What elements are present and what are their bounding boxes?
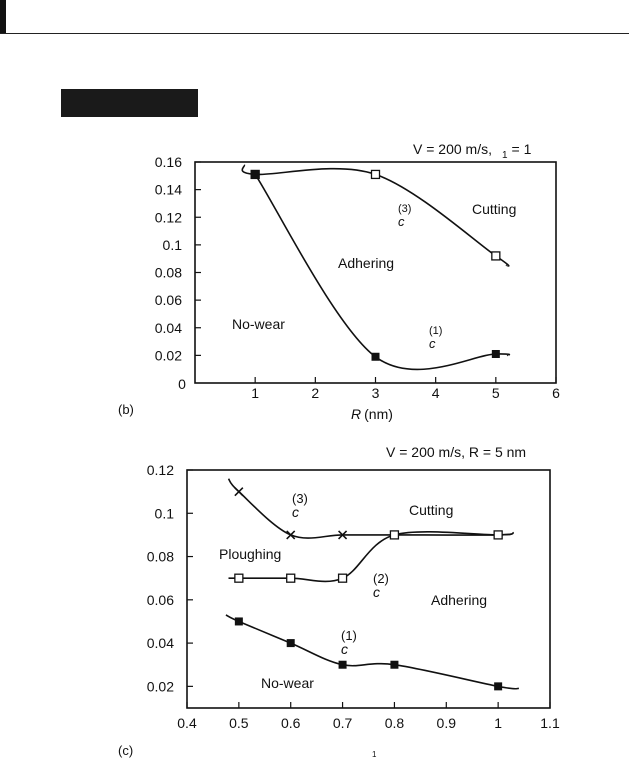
chart-b-region-cutting: Cutting — [472, 201, 516, 217]
redacted-box — [61, 89, 198, 117]
chart-c-data-point — [337, 573, 348, 583]
chart-b-ytick-label: 0.12 — [155, 209, 182, 225]
chart-c-ytick-label: 0.1 — [155, 505, 175, 521]
chart-b-region-nowear: No-wear — [232, 316, 285, 332]
chart-c-region-adhering: Adhering — [431, 592, 487, 608]
chart-c-xtick-label: 0.4 — [177, 715, 197, 731]
chart-b-ytick-label: 0.16 — [155, 154, 182, 170]
chart-b-series1-label: (1) — [429, 325, 442, 337]
chart-b-series1-sublabel: c — [429, 336, 436, 351]
chart-c-xtick-label: 1.1 — [540, 715, 560, 731]
chart-c-frame — [186, 469, 551, 709]
header-bar-mark — [0, 0, 6, 34]
chart-c-data-point — [286, 639, 295, 648]
chart-b-data-point — [491, 251, 501, 261]
chart-b-data-point — [251, 170, 260, 179]
chart-c-data-point — [389, 530, 400, 540]
chart-c-ytick-label: 0.08 — [147, 549, 174, 565]
chart-b-panel-label: (b) — [118, 402, 134, 417]
chart-b-condition-prefix: V = 200 m/s, — [413, 141, 492, 157]
chart-c-xtick-label: 0.8 — [385, 715, 405, 731]
chart-b-frame — [194, 161, 557, 384]
chart-b-condition-suffix: = 1 — [512, 141, 532, 157]
chart-c-xtick-label: 0.7 — [333, 715, 353, 731]
chart-b-condition: V = 200 m/s, 1 = 1 — [413, 141, 532, 161]
chart-c-data-point — [234, 487, 244, 497]
chart-c-xtick-label: 1 — [494, 715, 502, 731]
chart-b-series-line — [254, 173, 511, 371]
chart-c-data-point — [286, 573, 296, 583]
chart-b-series3-label: (3) — [398, 203, 411, 215]
chart-b-ytick-label: 0.08 — [155, 265, 182, 281]
chart-b-xlabel-unit: (nm) — [364, 406, 393, 422]
chart-c-xtick-label: 0.9 — [437, 715, 457, 731]
chart-b-ytick-label: 0.1 — [163, 237, 183, 253]
chart-b: 0.02 0.04 0.06 0.08 0.1 0.12 0.14 0.16 1 2 3 4 5 6 0… — [118, 141, 560, 422]
chart-c-data-point — [234, 573, 244, 583]
chart-b-xtick-label: 5 — [492, 385, 500, 401]
chart-b-series-line — [241, 164, 510, 267]
chart-b-origin-label: 0 — [178, 376, 186, 392]
chart-c-ytick-label: 0.12 — [147, 462, 174, 478]
chart-c-series2-sublabel: c — [373, 584, 380, 600]
chart-c-data-point — [286, 530, 296, 540]
chart-c-data-point — [338, 660, 347, 669]
chart-c-series3-sublabel: c — [292, 504, 299, 520]
chart-b-xtick-label: 3 — [372, 385, 380, 401]
chart-c: 0.02 0.04 0.06 0.08 0.1 0.12 0.4 0.5 0.6 0.7 0.8 0… — [118, 444, 560, 759]
chart-b-xtick-label: 1 — [251, 385, 259, 401]
chart-b-xlabel: R (nm) — [351, 406, 393, 422]
chart-c-xtick-label: 0.5 — [229, 715, 249, 731]
chart-b-xtick-label: 6 — [552, 385, 560, 401]
chart-b-data-point — [491, 349, 500, 358]
chart-c-data-point — [493, 530, 503, 540]
chart-b-ytick-label: 0.02 — [155, 347, 182, 363]
header-rule — [0, 33, 629, 34]
chart-c-xlabel-subscript: 1 — [372, 750, 377, 759]
chart-b-region-adhering: Adhering — [338, 255, 394, 271]
chart-c-data-point — [234, 617, 243, 626]
chart-c-series1-sublabel: c — [341, 641, 348, 657]
chart-b-ytick-label: 0.14 — [155, 182, 182, 198]
chart-c-ytick-label: 0.04 — [147, 635, 174, 651]
chart-c-series-line — [227, 478, 514, 539]
chart-c-region-nowear: No-wear — [261, 675, 314, 691]
chart-b-series3-sublabel: c — [398, 214, 405, 229]
chart-b-xlabel-var: R — [351, 406, 361, 422]
chart-c-series3-label: (3) — [292, 491, 308, 506]
chart-c-ytick-label: 0.02 — [147, 678, 174, 694]
chart-c-series2-label: (2) — [373, 571, 389, 586]
chart-c-data-point — [338, 530, 348, 540]
chart-b-data-point — [370, 169, 381, 180]
chart-b-xtick-label: 4 — [432, 385, 440, 401]
chart-b-ytick-label: 0.04 — [155, 320, 182, 336]
chart-c-condition: V = 200 m/s, R = 5 nm — [386, 444, 526, 460]
chart-c-xtick-label: 0.6 — [281, 715, 301, 731]
chart-b-data-point — [371, 352, 380, 361]
chart-c-data-point — [390, 660, 399, 669]
chart-b-xtick-label: 2 — [311, 385, 319, 401]
chart-c-series1-label: (1) — [341, 628, 357, 643]
chart-c-region-cutting: Cutting — [409, 502, 453, 518]
chart-c-region-ploughing: Ploughing — [219, 546, 281, 562]
chart-c-panel-label: (c) — [118, 743, 133, 758]
chart-c-ytick-label: 0.06 — [147, 592, 174, 608]
chart-b-condition-subscript: 1 — [502, 150, 508, 161]
chart-b-ytick-label: 0.06 — [155, 292, 182, 308]
chart-c-data-point — [494, 682, 503, 691]
